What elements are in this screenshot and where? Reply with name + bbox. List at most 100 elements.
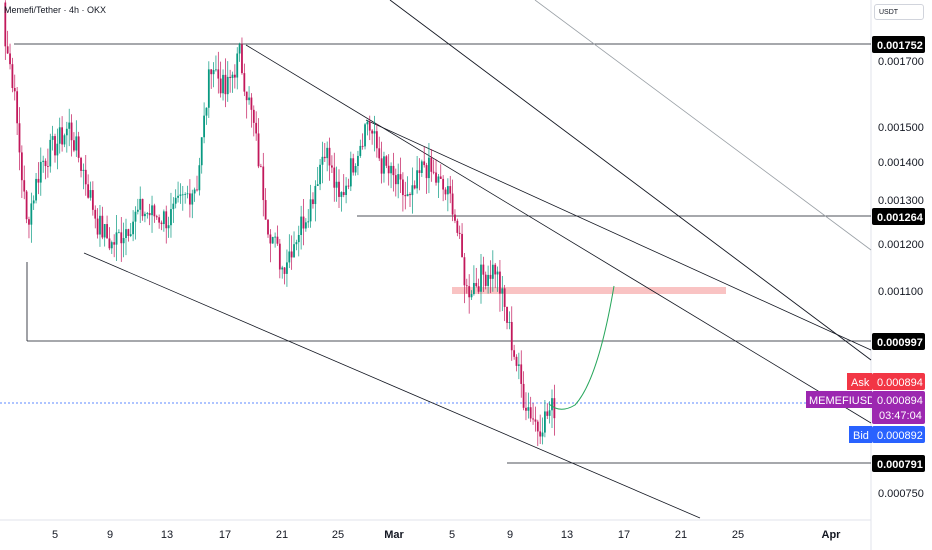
candle-body [75,136,78,151]
candle-body [359,145,362,156]
candle-body [432,171,435,173]
candle-body [354,165,357,173]
price-tick: 0.001100 [878,286,923,298]
candle-body [80,157,82,171]
candle-body [499,271,501,294]
candle-body [37,178,40,183]
candle-body [302,216,305,229]
candle-body [371,130,374,134]
candle-body [217,69,220,79]
candle-body [47,166,49,167]
candle-body [437,176,440,183]
candle-body [442,178,445,190]
candle-body [383,156,385,174]
candle-body [42,160,45,162]
candle-body [319,164,321,185]
candle-body [309,199,312,222]
price-axis[interactable]: 0.001700 0.001500 0.001400 0.001300 0.00… [806,36,925,500]
time-tick: 9 [507,529,513,541]
candle-body [30,203,33,225]
candle-body [295,242,298,245]
candle-body [136,209,139,212]
candle-body [491,264,494,279]
candle-body [11,64,14,89]
candle-body [385,156,388,166]
time-axis[interactable]: 5 9 13 17 21 25 Mar 5 9 13 17 21 25 Apr [52,529,841,541]
candle-body [215,69,217,71]
candle-body [127,229,130,236]
candle-body [541,432,544,437]
projection-curve [548,285,615,410]
candle-body [321,156,324,165]
candle-body [487,274,489,286]
channel-upper-trendline [245,44,872,424]
currency-button[interactable]: USDT [874,4,924,20]
candle-body [508,322,511,323]
candle-body [276,236,279,244]
candle-body [120,232,123,244]
price-tick: 0.001700 [878,56,924,68]
bid-value: 0.000892 [877,430,923,442]
candle-body [404,195,407,197]
candle-body [345,185,347,196]
candle-body [515,356,518,366]
bid-value-box [872,426,925,443]
candle-body [546,411,549,416]
descending-trendline-2 [365,119,872,351]
candle-body [9,53,11,65]
candle-body [425,165,428,179]
candle-body [456,220,459,233]
candle-body [293,244,295,258]
time-tick: 21 [675,529,687,541]
symbol-label: MEMEFIUSDT [809,395,882,407]
candle-body [51,136,54,140]
candle-body [252,109,255,123]
candle-body [61,127,63,145]
candle-body [392,165,395,176]
candle-body [189,193,191,205]
candle-body [207,69,210,108]
candle-body [532,418,534,420]
candle-body [248,97,250,101]
candle-body [496,271,499,275]
candle-body [23,180,26,192]
candle-body [153,205,156,217]
candle-body [480,264,482,292]
descending-trendline-4 [534,0,872,251]
candle-body [170,209,172,226]
candle-body [340,192,343,197]
candle-body [28,219,30,225]
last-price-value: 0.000894 [877,395,923,407]
candle-body [335,181,338,188]
ask-label: Ask [851,377,870,389]
candle-body [257,133,260,167]
candle-body [297,235,300,243]
candle-body [222,74,224,94]
candle-body [96,218,99,235]
candle-body [406,194,409,197]
candle-body [274,236,276,238]
price-tick: 0.001300 [878,195,924,207]
candle-body [458,232,461,234]
level-tag-label: 0.000997 [877,337,923,349]
candle-body [390,165,392,174]
candle-body [347,185,350,187]
candle-body [106,224,108,239]
candle-body [184,194,187,195]
candle-body [231,74,234,78]
candle-body [477,286,480,292]
candle-body [394,175,397,185]
time-tick: 9 [107,529,113,541]
candle-body [198,165,201,191]
candle-body [103,224,106,238]
candle-body [132,221,134,235]
candle-body [300,216,303,236]
candle-body [510,322,513,351]
time-tick: 5 [52,529,58,541]
candle-body [482,264,485,275]
candle-body [68,122,71,129]
level-tag-0000997 [872,333,925,350]
candle-body [238,44,241,54]
candle-body [155,216,158,218]
